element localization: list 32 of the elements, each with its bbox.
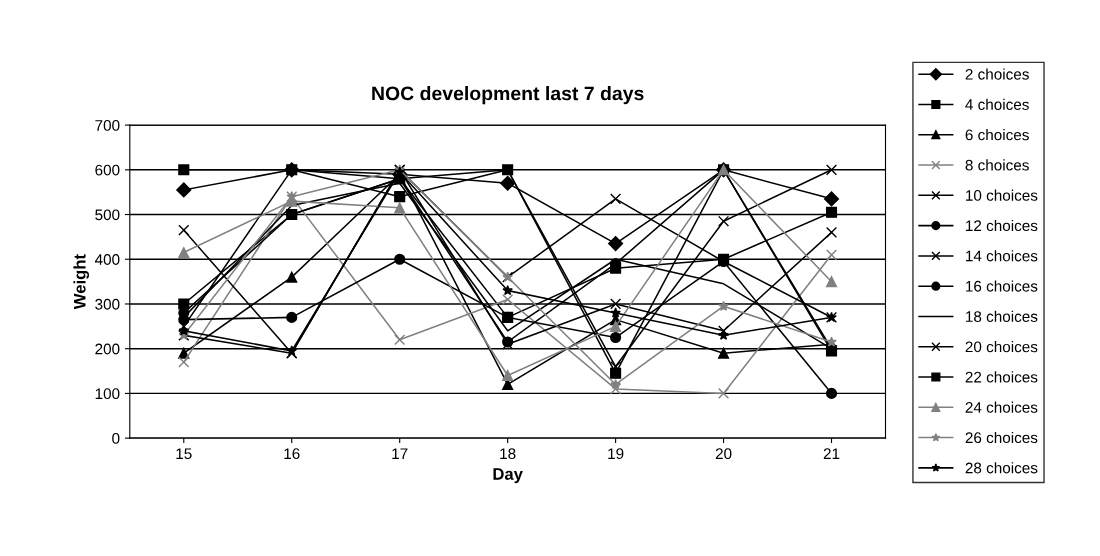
y-tick-label: 700 (95, 119, 120, 131)
y-tick-label: 600 (95, 164, 120, 176)
x-tick-label: 21 (823, 448, 840, 459)
y-tick-label: 300 (95, 298, 120, 310)
legend-label: 16 choices (966, 280, 1038, 292)
legend-label: 4 choices (965, 98, 1029, 110)
legend-label: 2 choices (965, 68, 1029, 80)
x-axis-title: Day (493, 468, 523, 484)
y-tick-label: 400 (94, 254, 120, 265)
y-tick-label: 500 (95, 209, 120, 221)
x-tick-label: 17 (392, 448, 408, 459)
legend-label: 14 choices (966, 250, 1038, 262)
y-axis-title: Weight (73, 254, 90, 310)
legend-label: 28 choices (965, 462, 1038, 474)
legend-label: 26 choices (965, 431, 1038, 444)
x-tick-label: 16 (284, 448, 300, 460)
legend-label: 18 choices (966, 310, 1038, 322)
x-tick-label: 19 (608, 448, 624, 460)
y-tick-label: 200 (95, 343, 120, 355)
chart-title: NOC development last 7 days (372, 86, 644, 105)
x-tick-label: 18 (500, 448, 516, 460)
legend-label: 22 choices (965, 371, 1038, 383)
legend-label: 24 choices (965, 401, 1038, 413)
legend-label: 20 choices (965, 341, 1038, 353)
x-tick-label: 20 (715, 448, 732, 460)
legend-label: 10 choices (966, 189, 1038, 201)
legend-label: 6 choices (965, 129, 1029, 141)
y-tick-label: 0 (112, 433, 120, 444)
x-tick-label: 15 (176, 448, 192, 460)
y-tick-label: 100 (95, 388, 120, 400)
legend-label: 8 choices (965, 159, 1029, 171)
legend-label: 12 choices (966, 219, 1038, 232)
